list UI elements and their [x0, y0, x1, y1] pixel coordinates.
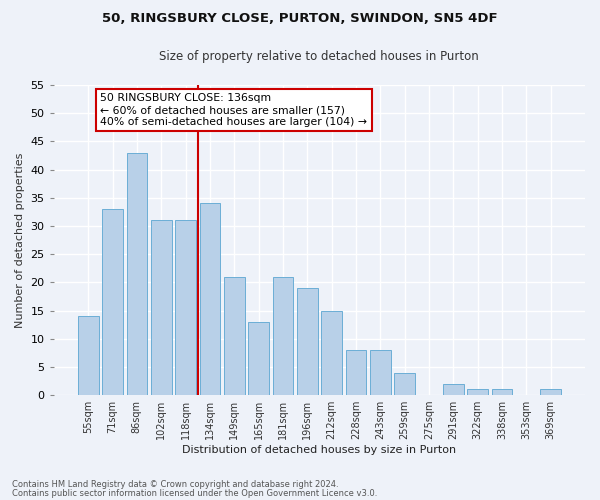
- Bar: [491, 390, 512, 395]
- Text: Contains public sector information licensed under the Open Government Licence v3: Contains public sector information licen…: [12, 489, 377, 498]
- Bar: [443, 384, 464, 395]
- Bar: [321, 310, 342, 395]
- Bar: [151, 220, 172, 395]
- Bar: [78, 316, 98, 395]
- Bar: [467, 390, 488, 395]
- Text: Contains HM Land Registry data © Crown copyright and database right 2024.: Contains HM Land Registry data © Crown c…: [12, 480, 338, 489]
- Bar: [394, 372, 415, 395]
- Text: 50 RINGSBURY CLOSE: 136sqm
← 60% of detached houses are smaller (157)
40% of sem: 50 RINGSBURY CLOSE: 136sqm ← 60% of deta…: [100, 94, 367, 126]
- Bar: [370, 350, 391, 395]
- Bar: [540, 390, 561, 395]
- Bar: [175, 220, 196, 395]
- Y-axis label: Number of detached properties: Number of detached properties: [15, 152, 25, 328]
- Bar: [102, 209, 123, 395]
- X-axis label: Distribution of detached houses by size in Purton: Distribution of detached houses by size …: [182, 445, 457, 455]
- Bar: [224, 276, 245, 395]
- Bar: [127, 152, 147, 395]
- Bar: [200, 204, 220, 395]
- Title: Size of property relative to detached houses in Purton: Size of property relative to detached ho…: [160, 50, 479, 63]
- Bar: [272, 276, 293, 395]
- Bar: [297, 288, 317, 395]
- Text: 50, RINGSBURY CLOSE, PURTON, SWINDON, SN5 4DF: 50, RINGSBURY CLOSE, PURTON, SWINDON, SN…: [102, 12, 498, 26]
- Bar: [346, 350, 366, 395]
- Bar: [248, 322, 269, 395]
